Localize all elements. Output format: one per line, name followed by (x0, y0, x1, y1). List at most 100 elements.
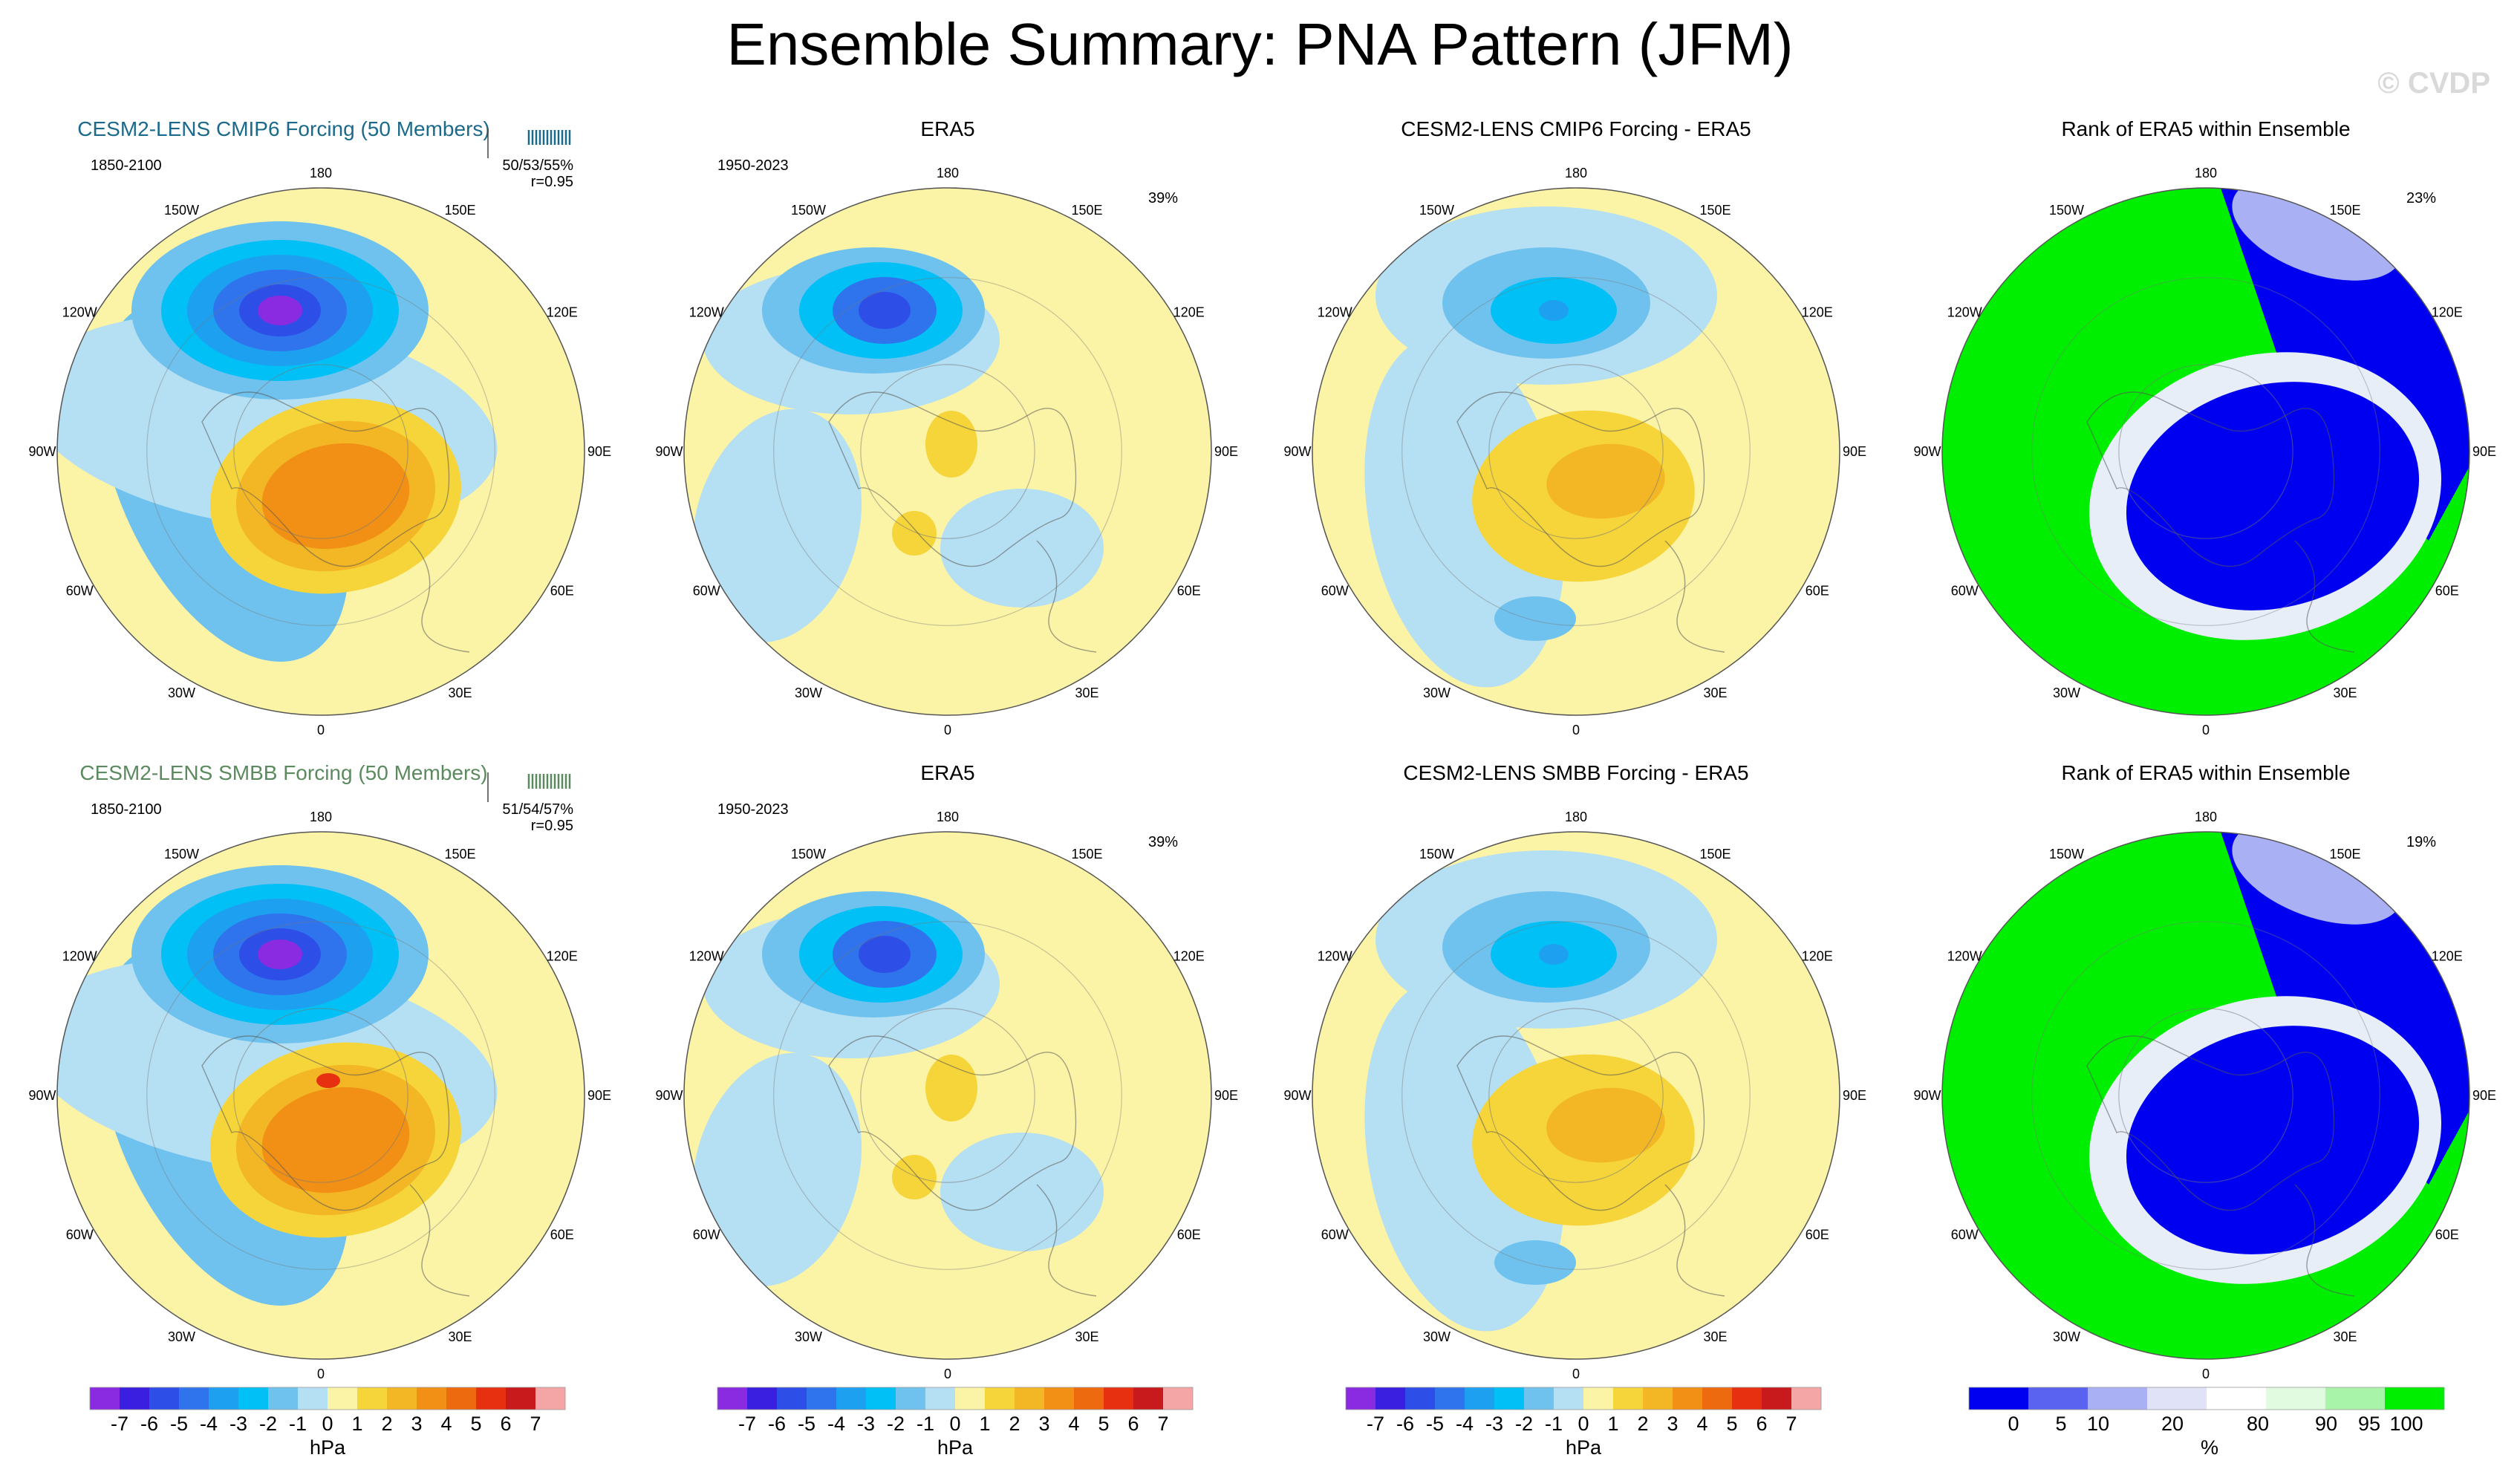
colorbar-swatch (747, 1387, 777, 1410)
colorbar-swatch (387, 1387, 417, 1410)
longitude-label: 60E (550, 1228, 574, 1243)
colorbar-swatch (1015, 1387, 1044, 1410)
colorbar-tick-label: 0 (2008, 1413, 2019, 1435)
longitude-label: 180 (1565, 810, 1587, 824)
negative-anomaly-europe (940, 489, 1104, 608)
panel-title: Rank of ERA5 within Ensemble (2061, 761, 2350, 784)
longitude-label: 150W (164, 203, 199, 218)
colorbar-swatch (1163, 1387, 1193, 1410)
longitude-label: 90E (587, 444, 611, 459)
colorbar-swatch (1613, 1387, 1643, 1410)
panel-title: ERA5 (920, 761, 974, 784)
longitude-label: 90E (2472, 444, 2496, 459)
low-pressure-core (859, 936, 911, 973)
latitude-circle (860, 1008, 1035, 1183)
longitude-label: 30W (1423, 685, 1451, 700)
latitude-circle (773, 921, 1122, 1270)
longitude-label: 0 (944, 723, 951, 737)
coastline (828, 1035, 1077, 1211)
colorbar-swatch (1702, 1387, 1732, 1410)
map-field (1942, 188, 2469, 715)
latitude-circle (2118, 364, 2293, 539)
colorbar-swatch (90, 1387, 120, 1410)
coastline (409, 540, 470, 653)
longitude-label: 120E (1173, 305, 1205, 320)
longitude-label: 30E (1703, 1329, 1727, 1344)
colorbar-tick-label: 0 (949, 1413, 960, 1435)
colorbar-tick-label: -2 (1515, 1413, 1533, 1435)
colorbar-tick-label: 5 (1098, 1413, 1109, 1435)
colorbar-tick-label: 3 (1038, 1413, 1049, 1435)
colorbar-unit: % (2201, 1436, 2218, 1459)
coastline (1456, 391, 1705, 567)
colorbar-swatch (1104, 1387, 1133, 1410)
colorbar-swatch (1643, 1387, 1673, 1410)
map-boundary (56, 187, 585, 716)
longitude-label: 30W (2053, 685, 2080, 700)
colorbar-swatch (807, 1387, 836, 1410)
rank-low-region-center (2126, 1026, 2420, 1254)
longitude-label: 0 (1572, 723, 1580, 737)
colorbar-swatch (328, 1387, 357, 1410)
longitude-label: 120W (689, 949, 724, 964)
colorbar-swatch (1524, 1387, 1554, 1410)
colorbar-swatch (1044, 1387, 1074, 1410)
longitude-label: 150E (444, 203, 475, 218)
colorbar-tick-label: 4 (1696, 1413, 1707, 1435)
longitude-label: 60W (693, 1228, 720, 1243)
map-panel: 180 150W 150E 120W 120E 90W 90E 60W 60E 30W 30E 0 CE… (28, 761, 611, 1381)
colorbar-swatch (836, 1387, 866, 1410)
hpa-colorbar: -7 -6 -5 -4 -3 -2 -1 0 1 2 3 4 5 6 7 hPa (1345, 1387, 1822, 1459)
colorbar-tick-label: 7 (1157, 1413, 1168, 1435)
colorbar-tick-label: 7 (1785, 1413, 1797, 1435)
map-field (1312, 832, 1840, 1359)
longitude-label: 150W (1419, 847, 1454, 862)
longitude-label: 90W (1283, 1088, 1311, 1103)
panel-title: ERA5 (920, 117, 974, 140)
colorbar-swatch (1346, 1387, 1375, 1410)
longitude-label: 120W (62, 949, 97, 964)
year-range: 1950-2023 (717, 801, 789, 818)
colorbar-tick-label: 5 (1726, 1413, 1737, 1435)
longitude-label: 90E (1214, 1088, 1238, 1103)
high-pressure-patch-2 (892, 1155, 937, 1199)
map-panel: 180 150W 150E 120W 120E 90W 90E 60W 60E 30W 30E 0 CE… (1283, 117, 1866, 737)
colorbar-tick-label: 0 (322, 1413, 333, 1435)
colorbar-tick-label: 1 (1607, 1413, 1618, 1435)
coastline (1036, 540, 1097, 653)
map-boundary (1941, 831, 2470, 1360)
pattern-correlation: r=0.95 (531, 818, 573, 834)
map-panel: 180 150W 150E 120W 120E 90W 90E 60W 60E 30W 30E 0 Ra… (1913, 761, 2496, 1381)
colorbar-tick-label: -5 (1426, 1413, 1444, 1435)
longitude-label: 30E (1075, 685, 1098, 700)
longitude-label: 150E (1071, 203, 1102, 218)
colorbar-tick-label: 5 (470, 1413, 481, 1435)
explained-variance: 23% (2406, 190, 2436, 206)
coastline (2294, 540, 2355, 653)
colorbar-tick-label: -1 (916, 1413, 934, 1435)
latitude-circle (146, 277, 495, 626)
pattern-correlation: r=0.95 (531, 174, 573, 190)
colorbar-swatch (955, 1387, 985, 1410)
map-field (1312, 188, 1840, 715)
colorbar-tick-label: -7 (111, 1413, 128, 1435)
high-pressure-contour-3 (261, 443, 410, 550)
colorbar-swatch (1435, 1387, 1465, 1410)
rank-low-region-center (2126, 382, 2420, 610)
negative-anomaly-west (1364, 978, 1565, 1332)
longitude-label: 30E (2333, 1329, 2357, 1344)
colorbar-swatch (1554, 1387, 1583, 1410)
longitude-label: 120W (1318, 305, 1352, 320)
colorbar-tick-label: 2 (1009, 1413, 1020, 1435)
colorbar-swatch (2385, 1387, 2444, 1410)
longitude-label: 180 (937, 810, 959, 824)
negative-anomaly-europe (940, 1133, 1104, 1251)
explained-variance: 19% (2406, 834, 2436, 850)
low-pressure-core (258, 296, 302, 325)
longitude-label: 60W (66, 584, 94, 599)
longitude-label: 30W (168, 685, 195, 700)
longitude-label: 30W (168, 1329, 195, 1344)
rank-high-region-north (1999, 270, 2235, 381)
colorbar-tick-label: 6 (500, 1413, 511, 1435)
longitude-label: 30W (795, 685, 822, 700)
